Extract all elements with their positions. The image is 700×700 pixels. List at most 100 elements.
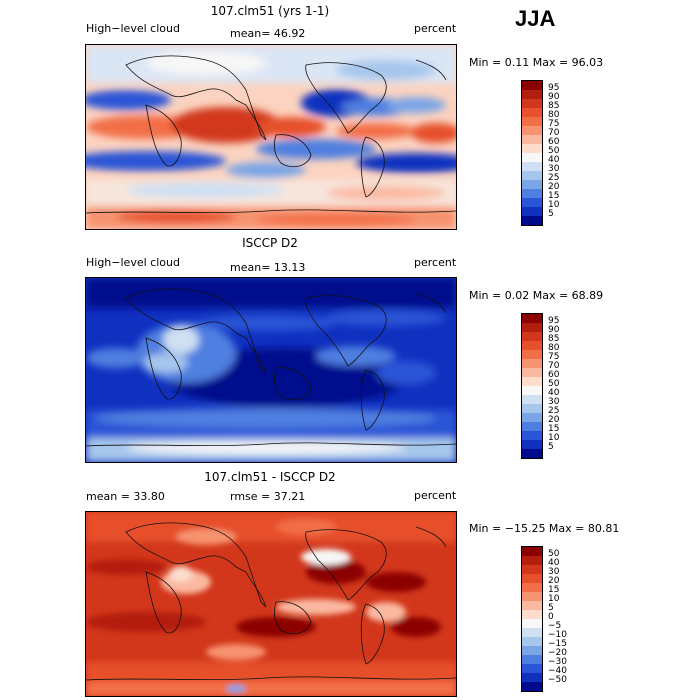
panel-3-minmax: Min = −15.25 Max = 80.81 [469, 522, 620, 535]
colorbar-swatch [522, 332, 542, 341]
colorbar-tick-label: 20 [548, 415, 560, 425]
colorbar-tick-label: 80 [548, 343, 560, 353]
panel-1-minmax: Min = 0.11 Max = 96.03 [469, 56, 604, 69]
colorbar-tick-label: 30 [548, 164, 560, 174]
colorbar-swatch [522, 547, 542, 556]
colorbar-tick-label: 95 [548, 316, 560, 326]
colorbar-swatch [522, 440, 542, 449]
colorbar-tick-label: 80 [548, 110, 560, 120]
colorbar-swatch [522, 180, 542, 189]
colorbar-tick-label: 40 [548, 388, 560, 398]
colorbar-swatch [522, 601, 542, 610]
colorbar-swatch [522, 431, 542, 440]
colorbar-tick-label: 40 [548, 155, 560, 165]
colorbar-swatch [522, 395, 542, 404]
panel-3-rmse: rmse = 37.21 [230, 490, 306, 503]
colorbar-swatch [522, 126, 542, 135]
colorbar-tick-label: 85 [548, 334, 560, 344]
colorbar-1 [521, 80, 543, 226]
colorbar-tick-label: 0 [548, 612, 554, 622]
colorbar-swatch [522, 350, 542, 359]
colorbar-swatch [522, 216, 542, 225]
colorbar-tick-label: −50 [548, 675, 567, 685]
colorbar-swatch [522, 619, 542, 628]
colorbar-swatch [522, 664, 542, 673]
colorbar-tick-label: 30 [548, 397, 560, 407]
colorbar-swatch [522, 404, 542, 413]
colorbar-swatch [522, 341, 542, 350]
colorbar-tick-label: 15 [548, 424, 560, 434]
colorbar-swatch [522, 565, 542, 574]
colorbar-tick-label: 20 [548, 182, 560, 192]
colorbar-swatch [522, 207, 542, 216]
colorbar-swatch [522, 610, 542, 619]
colorbar-tick-label: 30 [548, 567, 560, 577]
colorbar-tick-label: 5 [548, 442, 554, 452]
panel-2-title: ISCCP D2 [242, 236, 298, 250]
colorbar-swatch [522, 108, 542, 117]
colorbar-swatch [522, 171, 542, 180]
panel-2-mean: mean= 13.13 [230, 261, 306, 274]
colorbar-swatch [522, 556, 542, 565]
colorbar-tick-label: 15 [548, 585, 560, 595]
colorbar-swatch [522, 449, 542, 458]
colorbar-swatch [522, 377, 542, 386]
colorbar-swatch [522, 314, 542, 323]
panel-2-left-label: High−level cloud [86, 256, 180, 269]
panel-3-map [85, 511, 457, 697]
colorbar-tick-label: 40 [548, 558, 560, 568]
colorbar-swatch [522, 198, 542, 207]
coastlines-2 [86, 288, 456, 447]
colorbar-swatch [522, 655, 542, 664]
colorbar-tick-label: 70 [548, 128, 560, 138]
colorbar-swatch [522, 135, 542, 144]
colorbar-swatch [522, 153, 542, 162]
colorbar-swatch [522, 682, 542, 691]
colorbar-tick-label: −20 [548, 648, 567, 658]
colorbar-swatch [522, 144, 542, 153]
panel-3-title: 107.clm51 - ISCCP D2 [204, 470, 336, 484]
colorbar-swatch [522, 592, 542, 601]
panel-1-units: percent [414, 22, 457, 35]
colorbar-tick-label: 60 [548, 370, 560, 380]
panel-3-mean: mean = 33.80 [86, 490, 165, 503]
panel-1-title: 107.clm51 (yrs 1-1) [210, 4, 330, 18]
colorbar-swatch [522, 90, 542, 99]
colorbar-swatch [522, 386, 542, 395]
colorbar-tick-label: 85 [548, 101, 560, 111]
colorbar-tick-label: −30 [548, 657, 567, 667]
colorbar-swatch [522, 628, 542, 637]
colorbar-tick-label: 50 [548, 549, 560, 559]
season-label: JJA [515, 6, 556, 31]
colorbar-tick-label: 90 [548, 92, 560, 102]
colorbar-swatch [522, 368, 542, 377]
colorbar-tick-label: 95 [548, 83, 560, 93]
colorbar-tick-label: −5 [548, 621, 562, 631]
colorbar-tick-label: 25 [548, 406, 560, 416]
colorbar-tick-label: −40 [548, 666, 567, 676]
colorbar-swatch [522, 673, 542, 682]
colorbar-swatch [522, 189, 542, 198]
coastlines-3 [86, 522, 456, 681]
colorbar-swatch [522, 413, 542, 422]
colorbar-tick-label: 5 [548, 603, 554, 613]
panel-2-map [85, 277, 457, 463]
colorbar-tick-label: 90 [548, 325, 560, 335]
colorbar-swatch [522, 422, 542, 431]
colorbar-tick-label: 75 [548, 119, 560, 129]
colorbar-tick-label: −15 [548, 639, 567, 649]
panel-1-map [85, 44, 457, 230]
colorbar-swatch [522, 637, 542, 646]
colorbar-tick-label: 15 [548, 191, 560, 201]
colorbar-tick-label: 10 [548, 200, 560, 210]
colorbar-tick-label: 50 [548, 379, 560, 389]
colorbar-tick-label: 20 [548, 576, 560, 586]
panel-2-minmax: Min = 0.02 Max = 68.89 [469, 289, 604, 302]
colorbar-tick-label: 10 [548, 594, 560, 604]
coastlines-1 [86, 55, 456, 214]
panel-1-mean: mean= 46.92 [230, 27, 306, 40]
colorbar-swatch [522, 162, 542, 171]
colorbar-tick-label: 70 [548, 361, 560, 371]
colorbar-tick-label: 10 [548, 433, 560, 443]
colorbar-swatch [522, 323, 542, 332]
